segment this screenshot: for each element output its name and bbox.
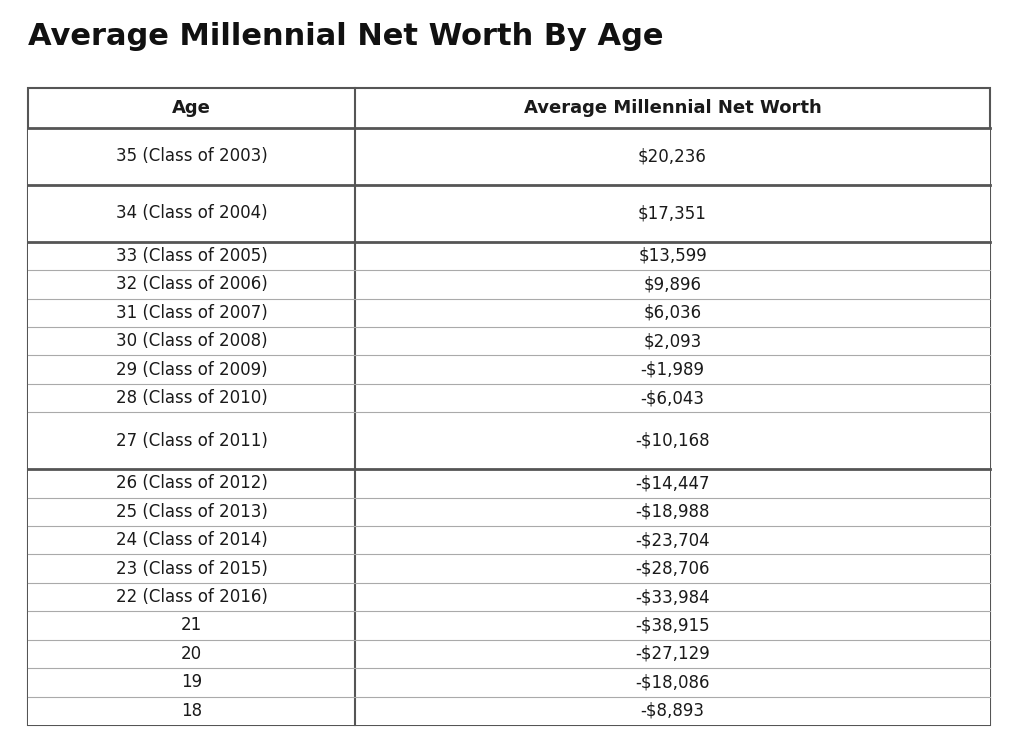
Bar [28,299,990,327]
Text: -$27,129: -$27,129 [635,645,710,663]
Bar [28,270,990,299]
Bar [28,668,990,697]
Text: Average Millennial Net Worth: Average Millennial Net Worth [523,99,821,117]
Bar [28,88,990,725]
Text: -$1,989: -$1,989 [641,361,705,379]
Text: 20: 20 [181,645,202,663]
Text: $2,093: $2,093 [643,332,701,350]
Bar [28,128,990,185]
Text: -$33,984: -$33,984 [635,588,710,606]
Text: $17,351: $17,351 [638,205,707,222]
Bar [28,526,990,554]
Text: -$18,086: -$18,086 [635,674,710,691]
Text: 27 (Class of 2011): 27 (Class of 2011) [116,432,267,450]
Bar [28,469,990,497]
Text: 18: 18 [181,702,202,720]
Bar [28,356,990,384]
Bar [28,412,990,469]
Bar [28,611,990,639]
Text: $20,236: $20,236 [638,147,707,165]
Text: Average Millennial Net Worth By Age: Average Millennial Net Worth By Age [28,22,664,51]
Text: 21: 21 [181,617,202,634]
Text: 34 (Class of 2004): 34 (Class of 2004) [116,205,267,222]
Text: -$23,704: -$23,704 [635,531,710,549]
Text: 25 (Class of 2013): 25 (Class of 2013) [116,503,267,521]
Bar [28,583,990,611]
Bar [28,242,990,270]
Text: -$38,915: -$38,915 [635,617,710,634]
Text: 26 (Class of 2012): 26 (Class of 2012) [116,474,267,492]
Text: -$10,168: -$10,168 [635,432,710,450]
Text: 29 (Class of 2009): 29 (Class of 2009) [116,361,267,379]
Text: 30 (Class of 2008): 30 (Class of 2008) [116,332,267,350]
Text: 35 (Class of 2003): 35 (Class of 2003) [116,147,267,165]
Text: 24 (Class of 2014): 24 (Class of 2014) [116,531,267,549]
Text: $9,896: $9,896 [643,276,701,293]
Bar [28,639,990,668]
Bar [28,554,990,583]
Text: 31 (Class of 2007): 31 (Class of 2007) [116,304,267,322]
Text: -$28,706: -$28,706 [635,559,710,578]
Text: -$14,447: -$14,447 [635,474,710,492]
Text: 19: 19 [181,674,202,691]
Text: 32 (Class of 2006): 32 (Class of 2006) [116,276,267,293]
Text: -$18,988: -$18,988 [635,503,710,521]
Text: -$8,893: -$8,893 [641,702,705,720]
Bar [28,185,990,242]
Text: 33 (Class of 2005): 33 (Class of 2005) [116,247,267,265]
Text: 22 (Class of 2016): 22 (Class of 2016) [116,588,267,606]
Text: $13,599: $13,599 [638,247,707,265]
Text: 28 (Class of 2010): 28 (Class of 2010) [116,389,267,407]
Text: Age: Age [172,99,211,117]
Text: 23 (Class of 2015): 23 (Class of 2015) [116,559,267,578]
Text: -$6,043: -$6,043 [641,389,705,407]
Bar [28,384,990,412]
Text: $6,036: $6,036 [643,304,701,322]
Bar [28,697,990,725]
Bar [28,497,990,526]
Bar [28,327,990,356]
